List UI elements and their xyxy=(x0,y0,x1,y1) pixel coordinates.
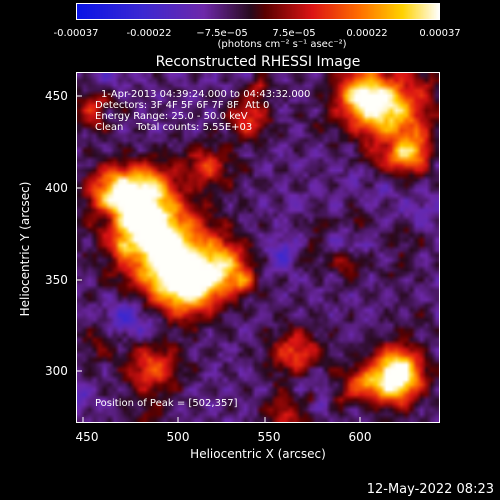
heatmap-plot: 1-Apr-2013 04:39:24.000 to 04:43:32.000 … xyxy=(76,72,440,423)
x-tick-label: 550 xyxy=(257,430,281,444)
time-range-annotation: 1-Apr-2013 04:39:24.000 to 04:43:32.000 xyxy=(101,89,311,100)
detectors-annotation: Detectors: 3F 4F 5F 6F 7F 8F Att 0 xyxy=(95,100,270,111)
colorbar-tick-label: -0.00037 xyxy=(53,28,99,39)
plot-title: Reconstructed RHESSI Image xyxy=(155,54,361,70)
timestamp: 12-May-2022 08:23 xyxy=(366,482,494,497)
y-axis-label: Heliocentric Y (arcsec) xyxy=(18,181,32,317)
x-tick-label: 500 xyxy=(166,430,190,444)
y-tick-label: 300 xyxy=(45,364,68,378)
y-tick-label: 350 xyxy=(45,273,68,287)
colorbar xyxy=(76,3,440,20)
colorbar-unit-label: (photons cm⁻² s⁻¹ asec⁻²) xyxy=(217,39,347,50)
clean-total-counts-annotation: Clean Total counts: 5.55E+03 xyxy=(95,122,253,133)
colorbar-tick-label: −7.5e−05 xyxy=(196,28,248,39)
heatmap-image xyxy=(77,73,439,422)
y-tick-label: 400 xyxy=(45,181,68,195)
colorbar-tick-label: 0.00022 xyxy=(346,28,388,39)
x-tick-label: 600 xyxy=(348,430,372,444)
energy-range-annotation: Energy Range: 25.0 - 50.0 keV xyxy=(95,111,248,122)
peak-position-annotation: Position of Peak = [502,357] xyxy=(95,398,238,409)
colorbar-tick-label: 0.00037 xyxy=(419,28,461,39)
x-axis-label: Heliocentric X (arcsec) xyxy=(190,447,326,461)
colorbar-tick-label: 7.5e−05 xyxy=(272,28,316,39)
y-tick-label: 450 xyxy=(45,89,68,103)
x-tick-label: 450 xyxy=(75,430,99,444)
colorbar-tick-label: -0.00022 xyxy=(126,28,172,39)
